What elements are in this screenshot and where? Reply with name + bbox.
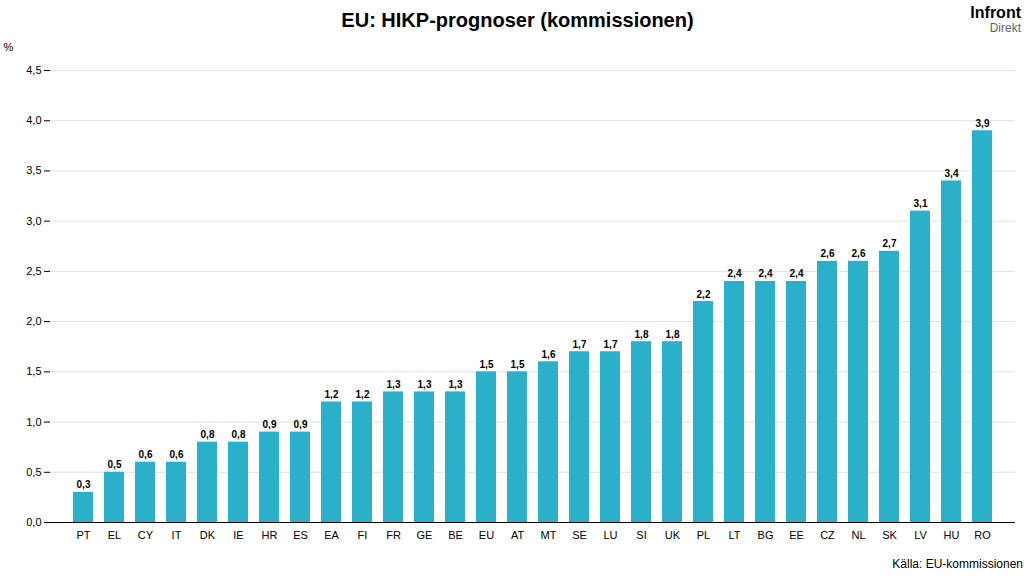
svg-text:0,5: 0,5	[26, 466, 41, 478]
svg-text:1,3: 1,3	[449, 379, 463, 390]
svg-text:BG: BG	[758, 529, 774, 541]
svg-text:0,8: 0,8	[232, 429, 246, 440]
svg-text:AT: AT	[511, 529, 525, 541]
svg-text:1,5: 1,5	[511, 359, 525, 370]
svg-text:EA: EA	[324, 529, 339, 541]
svg-text:EU: EU	[479, 529, 494, 541]
svg-text:0,9: 0,9	[263, 419, 277, 430]
svg-text:SI: SI	[636, 529, 646, 541]
svg-text:RO: RO	[974, 529, 991, 541]
svg-text:CZ: CZ	[820, 529, 835, 541]
svg-text:LU: LU	[603, 529, 617, 541]
svg-text:GE: GE	[417, 529, 433, 541]
svg-text:1,8: 1,8	[666, 329, 680, 340]
svg-text:2,6: 2,6	[852, 248, 866, 259]
svg-text:1,0: 1,0	[26, 416, 41, 428]
svg-text:0,8: 0,8	[201, 429, 215, 440]
svg-text:1,7: 1,7	[604, 339, 618, 350]
html-text:EU: HIKP-prognoser (kommission: EU: HIKP-prognoser (kommissionen)	[341, 9, 694, 31]
svg-text:IE: IE	[233, 529, 243, 541]
svg-text:SK: SK	[882, 529, 897, 541]
svg-text:4,5: 4,5	[26, 64, 41, 76]
svg-text:EL: EL	[108, 529, 121, 541]
svg-text:2,7: 2,7	[883, 238, 897, 249]
svg-text:1,8: 1,8	[635, 329, 649, 340]
svg-text:0,0: 0,0	[26, 516, 41, 528]
svg-text:2,4: 2,4	[728, 268, 742, 279]
svg-text:PL: PL	[697, 529, 710, 541]
svg-text:2,4: 2,4	[790, 268, 804, 279]
svg-text:LV: LV	[914, 529, 927, 541]
svg-text:2,6: 2,6	[821, 248, 835, 259]
svg-text:DK: DK	[200, 529, 216, 541]
svg-text:1,6: 1,6	[542, 349, 556, 360]
svg-text:1,2: 1,2	[356, 389, 370, 400]
svg-text:2,2: 2,2	[697, 289, 711, 300]
svg-text:1,5: 1,5	[26, 365, 41, 377]
svg-text:LT: LT	[728, 529, 740, 541]
svg-text:2,5: 2,5	[26, 265, 41, 277]
svg-text:3,4: 3,4	[945, 168, 959, 179]
svg-text:EE: EE	[789, 529, 804, 541]
svg-text:FI: FI	[358, 529, 368, 541]
svg-text:3,0: 3,0	[26, 215, 41, 227]
svg-text:PT: PT	[76, 529, 90, 541]
svg-text:SE: SE	[572, 529, 587, 541]
svg-text:2,0: 2,0	[26, 315, 41, 327]
svg-text:UK: UK	[665, 529, 681, 541]
html-text:Infront: Infront	[970, 4, 1021, 21]
svg-text:%: %	[4, 41, 14, 53]
svg-text:1,5: 1,5	[480, 359, 494, 370]
svg-text:NL: NL	[851, 529, 865, 541]
html-text:Källa: EU-kommissionen: Källa: EU-kommissionen	[892, 557, 1023, 571]
svg-text:3,5: 3,5	[26, 164, 41, 176]
svg-text:1,3: 1,3	[387, 379, 401, 390]
svg-text:1,3: 1,3	[418, 379, 432, 390]
svg-text:0,6: 0,6	[170, 449, 184, 460]
svg-text:3,1: 3,1	[914, 198, 928, 209]
svg-text:MT: MT	[541, 529, 557, 541]
svg-text:HR: HR	[262, 529, 278, 541]
svg-text:0,9: 0,9	[294, 419, 308, 430]
svg-text:IT: IT	[172, 529, 182, 541]
svg-text:1,2: 1,2	[325, 389, 339, 400]
svg-text:3,9: 3,9	[976, 118, 990, 129]
svg-text:2,4: 2,4	[759, 268, 773, 279]
svg-text:0,5: 0,5	[108, 459, 122, 470]
svg-text:1,7: 1,7	[573, 339, 587, 350]
svg-text:ES: ES	[293, 529, 308, 541]
svg-text:4,0: 4,0	[26, 114, 41, 126]
svg-text:CY: CY	[138, 529, 154, 541]
svg-text:BE: BE	[448, 529, 463, 541]
svg-text:HU: HU	[944, 529, 960, 541]
html-text:Direkt: Direkt	[989, 20, 1021, 35]
svg-text:0,6: 0,6	[139, 449, 153, 460]
svg-text:FR: FR	[386, 529, 401, 541]
svg-text:0,3: 0,3	[77, 479, 91, 490]
